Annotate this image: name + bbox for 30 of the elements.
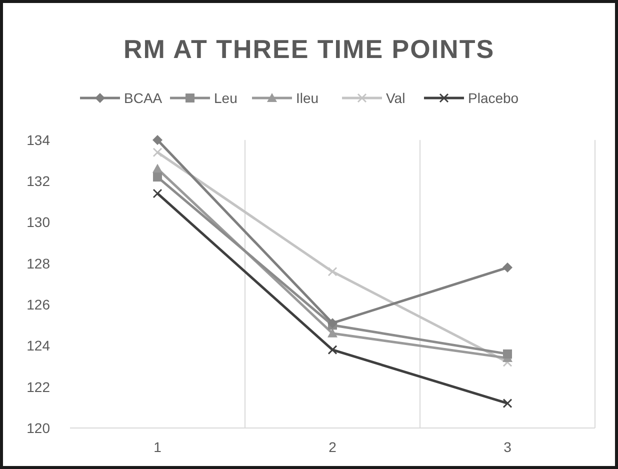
point bbox=[502, 262, 512, 273]
point bbox=[328, 318, 338, 328]
y-tick-label: 120 bbox=[26, 420, 50, 436]
x-tick-label: 1 bbox=[154, 439, 162, 455]
x-tick-label: 3 bbox=[504, 439, 512, 455]
point bbox=[328, 328, 338, 338]
chart-title: RM AT THREE TIME POINTS bbox=[123, 34, 495, 64]
point bbox=[153, 172, 162, 182]
legend-label: Leu bbox=[214, 90, 238, 106]
point bbox=[152, 188, 162, 198]
point bbox=[152, 135, 162, 145]
y-tick-label: 132 bbox=[26, 173, 50, 190]
point bbox=[503, 349, 512, 358]
y-tick-label: 134 bbox=[26, 132, 50, 148]
point bbox=[152, 164, 162, 173]
legend-label: Ileu bbox=[296, 90, 319, 106]
y-tick-label: 130 bbox=[26, 214, 50, 230]
legend-label: Val bbox=[386, 90, 406, 106]
y-tick-label: 124 bbox=[26, 338, 50, 354]
point bbox=[152, 148, 162, 158]
point bbox=[502, 398, 512, 408]
point bbox=[502, 357, 512, 367]
x-tick-label: 2 bbox=[328, 439, 337, 455]
legend-label: BCAA bbox=[124, 90, 163, 106]
point bbox=[328, 345, 338, 355]
y-tick-label: 122 bbox=[26, 378, 50, 395]
legend-label: Placebo bbox=[468, 90, 519, 106]
y-tick-label: 126 bbox=[26, 296, 50, 312]
point bbox=[328, 266, 338, 276]
y-tick-label: 128 bbox=[26, 255, 50, 272]
